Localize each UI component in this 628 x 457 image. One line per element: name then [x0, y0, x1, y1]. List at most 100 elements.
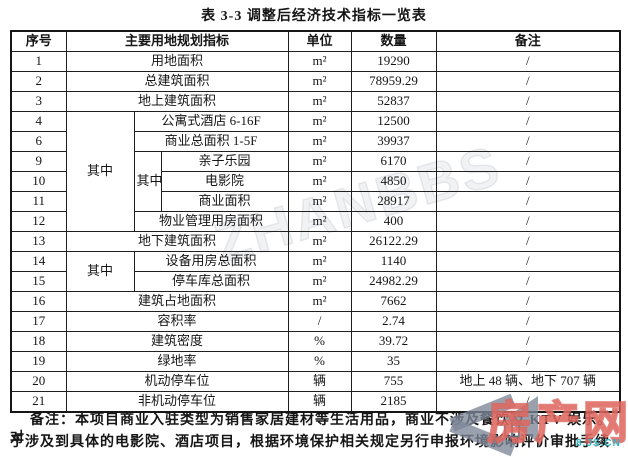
group-cell-among-3: 其中 — [65, 251, 135, 292]
cell-indicator: 设备用房总面积 — [133, 251, 289, 272]
cell-indicator: 停车库总面积 — [133, 271, 289, 292]
header-unit: 单位 — [287, 30, 352, 52]
header-remark: 备注 — [435, 30, 621, 52]
cell-remark: / — [435, 131, 621, 152]
cell-remark: / — [435, 291, 621, 312]
cell-unit: % — [287, 351, 352, 372]
cell-remark: 地上 48 辆、地下 707 辆 — [435, 371, 621, 392]
cell-unit: % — [287, 331, 352, 352]
cell-indicator: 总建筑面积 — [65, 71, 289, 92]
cell-remark: / — [435, 351, 621, 372]
cell-quantity: 52837 — [350, 91, 437, 112]
cell-remark: / — [435, 271, 621, 292]
table-row: 13 地下建筑面积 m² 26122.29 / — [10, 231, 621, 252]
cell-quantity: 1140 — [350, 251, 437, 272]
cell-indicator: 亲子乐园 — [160, 151, 289, 172]
cell-remark: / — [435, 331, 621, 352]
cell-remark: / — [435, 91, 621, 112]
cell-quantity: 28917 — [350, 191, 437, 212]
cell-no: 20 — [10, 371, 67, 392]
indicators-table: 序号 主要用地规划指标 单位 数量 备注 1 用地面积 m² 19290 / 2… — [10, 30, 622, 413]
cell-quantity: 400 — [350, 211, 437, 232]
cell-unit: m² — [287, 151, 352, 172]
cell-remark: / — [435, 251, 621, 272]
cell-unit: m² — [287, 171, 352, 192]
cell-indicator: 建筑占地面积 — [65, 291, 289, 312]
cell-no: 14 — [10, 251, 67, 272]
group-cell-among-2: 其中 — [133, 151, 162, 212]
cell-indicator: 电影院 — [160, 171, 289, 192]
group-cell-among-1: 其中 — [65, 111, 135, 232]
table-row: 10 电影院 m² 4850 / — [10, 171, 621, 192]
table-row: 15 停车库总面积 m² 24982.29 / — [10, 271, 621, 292]
cell-no: 10 — [10, 171, 67, 192]
header-quantity: 数量 — [350, 30, 437, 52]
cell-unit: m² — [287, 251, 352, 272]
table-row: 2 总建筑面积 m² 78959.29 / — [10, 71, 621, 92]
table-row: 18 建筑密度 % 39.72 / — [10, 331, 621, 352]
cell-unit: 辆 — [287, 371, 352, 392]
cell-no: 19 — [10, 351, 67, 372]
cell-unit: m² — [287, 271, 352, 292]
cell-quantity: 6170 — [350, 151, 437, 172]
cell-indicator: 地下建筑面积 — [65, 231, 289, 252]
footnote-line-2: 于涉及到具体的电影院、酒店项目，根据环境保护相关规定另行申报环境影响评价审批手续 — [10, 435, 610, 450]
page-title: 表 3-3 调整后经济技术指标一览表 — [201, 9, 427, 24]
cell-quantity: 2.74 — [350, 311, 437, 332]
cell-no: 15 — [10, 271, 67, 292]
table-row: 3 地上建筑面积 m² 52837 / — [10, 91, 621, 112]
cell-indicator: 商业总面积 1-5F — [133, 131, 289, 152]
table-row: 12 物业管理用房面积 m² 400 / — [10, 211, 621, 232]
cell-indicator: 物业管理用房面积 — [133, 211, 289, 232]
cell-unit: / — [287, 311, 352, 332]
table-row: 17 容积率 / 2.74 / — [10, 311, 621, 332]
cell-no: 18 — [10, 331, 67, 352]
cell-unit: m² — [287, 111, 352, 132]
cell-quantity: 24982.29 — [350, 271, 437, 292]
cell-no: 17 — [10, 311, 67, 332]
cell-quantity: 39937 — [350, 131, 437, 152]
cell-remark: / — [435, 51, 621, 72]
cell-remark: / — [435, 191, 621, 212]
cell-quantity: 2185 — [350, 391, 437, 413]
cell-remark: / — [435, 111, 621, 132]
cell-no: 13 — [10, 231, 67, 252]
cell-quantity: 26122.29 — [350, 231, 437, 252]
cell-quantity: 12500 — [350, 111, 437, 132]
cell-no: 6 — [10, 131, 67, 152]
cell-unit: m² — [287, 71, 352, 92]
cell-quantity: 4850 — [350, 171, 437, 192]
cell-quantity: 39.72 — [350, 331, 437, 352]
cell-no: 2 — [10, 71, 67, 92]
cell-indicator: 商业面积 — [160, 191, 289, 212]
table-row: 19 绿地率 % 35 / — [10, 351, 621, 372]
cell-quantity: 19290 — [350, 51, 437, 72]
cell-unit: 辆 — [287, 391, 352, 413]
cell-no: 12 — [10, 211, 67, 232]
header-indicator: 主要用地规划指标 — [65, 30, 289, 52]
cell-unit: m² — [287, 51, 352, 72]
cell-unit: m² — [287, 191, 352, 212]
cell-no: 1 — [10, 51, 67, 72]
cell-indicator: 非机动停车位 — [65, 391, 289, 413]
cell-unit: m² — [287, 91, 352, 112]
cell-indicator: 用地面积 — [65, 51, 289, 72]
table-row: 20 机动停车位 辆 755 地上 48 辆、地下 707 辆 — [10, 371, 621, 392]
cell-remark: / — [435, 391, 621, 413]
table-row: 14 其中 设备用房总面积 m² 1140 / — [10, 251, 621, 292]
cell-remark: / — [435, 71, 621, 92]
cell-quantity: 35 — [350, 351, 437, 372]
cell-unit: m² — [287, 211, 352, 232]
cell-indicator: 公寓式酒店 6-16F — [133, 111, 289, 132]
cell-quantity: 78959.29 — [350, 71, 437, 92]
cell-unit: m² — [287, 231, 352, 252]
cell-indicator: 绿地率 — [65, 351, 289, 372]
cell-remark: / — [435, 311, 621, 332]
cell-indicator: 容积率 — [65, 311, 289, 332]
cell-no: 9 — [10, 151, 67, 172]
cell-no: 16 — [10, 291, 67, 312]
table-row: 4 其中 公寓式酒店 6-16F m² 12500 / — [10, 111, 621, 232]
cell-no: 21 — [10, 391, 67, 413]
cell-unit: m² — [287, 131, 352, 152]
cell-unit: m² — [287, 291, 352, 312]
